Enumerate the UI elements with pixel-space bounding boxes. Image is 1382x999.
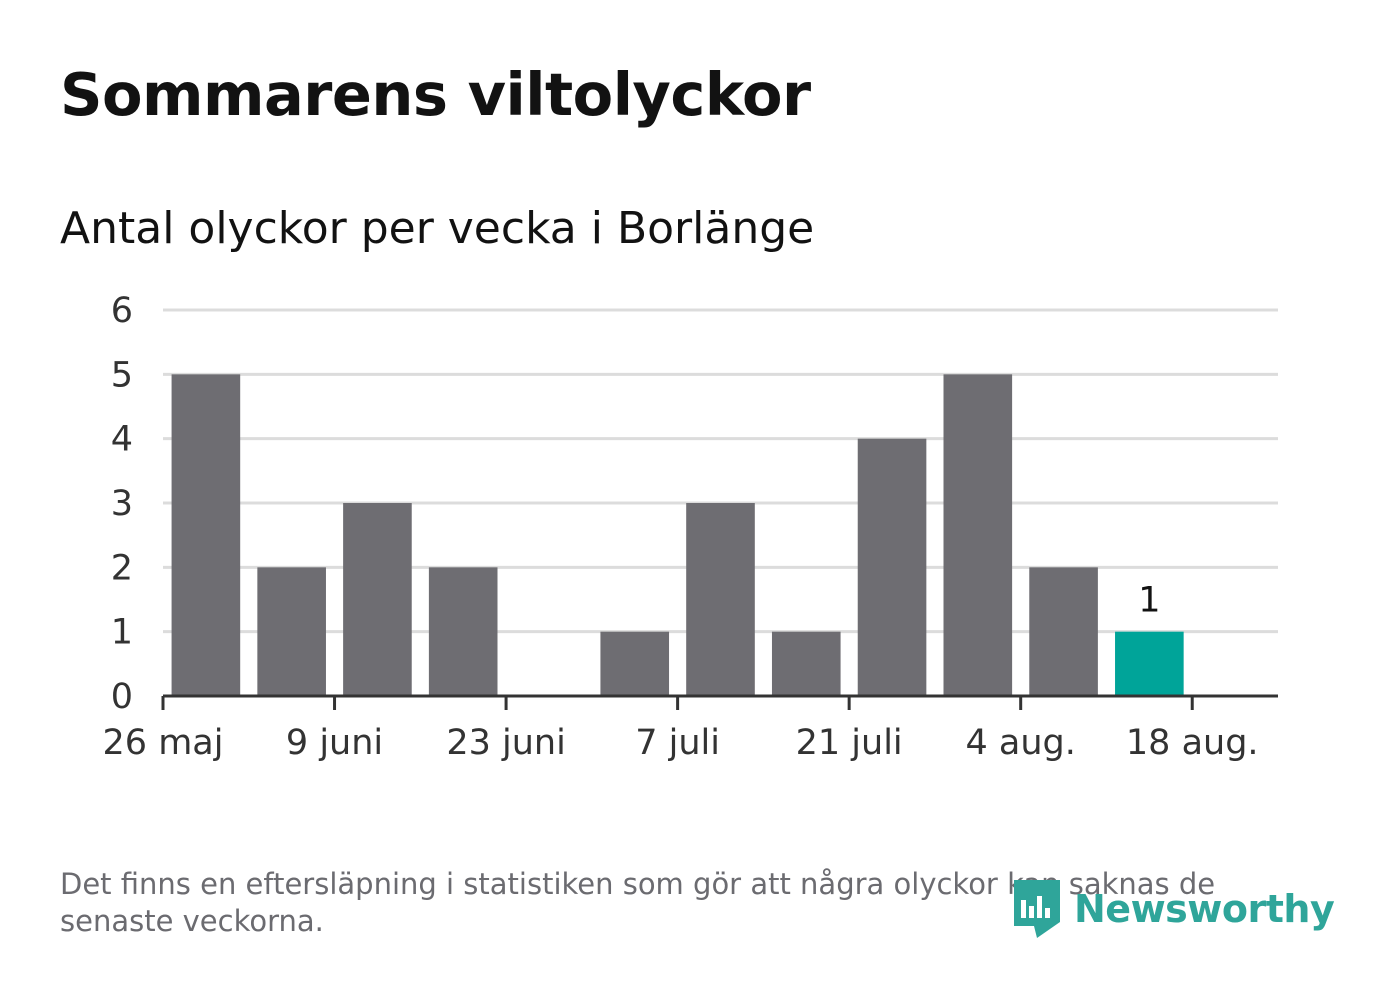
bar [771,631,841,696]
chart-title: Sommarens viltolyckor [60,60,811,129]
y-tick-label: 2 [111,548,133,588]
logo-text: Newsworthy [1074,887,1335,931]
x-axis: 26 maj 9 juni 23 juni 7 juli 21 juli 4 aug. 18… [103,694,1278,763]
bar [857,438,927,696]
y-tick-label: 6 [111,291,133,331]
y-tick-label: 0 [111,677,133,717]
bar [171,374,241,696]
x-tick-label: 4 aug. [966,723,1076,763]
y-tick-label: 1 [111,613,133,653]
x-tick-label: 9 juni [286,723,383,763]
chart-subtitle: Antal olyckor per vecka i Borlänge [60,203,815,254]
bar-highlight [1115,631,1184,696]
bars [171,374,1184,696]
bar [600,631,670,696]
y-tick-label: 3 [111,484,133,524]
y-axis-labels: 0 1 2 3 4 5 6 [111,291,133,717]
bar-value-label: 1 [1138,581,1160,621]
bar [943,374,1013,696]
x-tick-label: 18 aug. [1126,723,1259,763]
bar [257,567,326,696]
y-tick-label: 4 [111,420,133,460]
y-tick-label: 5 [111,355,133,395]
x-tick-label: 7 juli [635,723,720,763]
bar [1029,567,1098,696]
bar [428,567,498,696]
newsworthy-logo: Newsworthy [1012,878,1335,940]
x-tick-label: 21 juli [796,723,903,763]
newsworthy-logo-icon [1014,880,1060,938]
bar [343,503,412,696]
bar-chart: 0 1 2 3 4 5 6 26 maj 9 juni 23 juni 7 juli 21 juli… [103,291,1278,763]
x-tick-label: 26 maj [103,723,224,763]
annotations: 1 [1138,581,1160,621]
bar [686,503,755,696]
x-tick-label: 23 juni [446,723,565,763]
